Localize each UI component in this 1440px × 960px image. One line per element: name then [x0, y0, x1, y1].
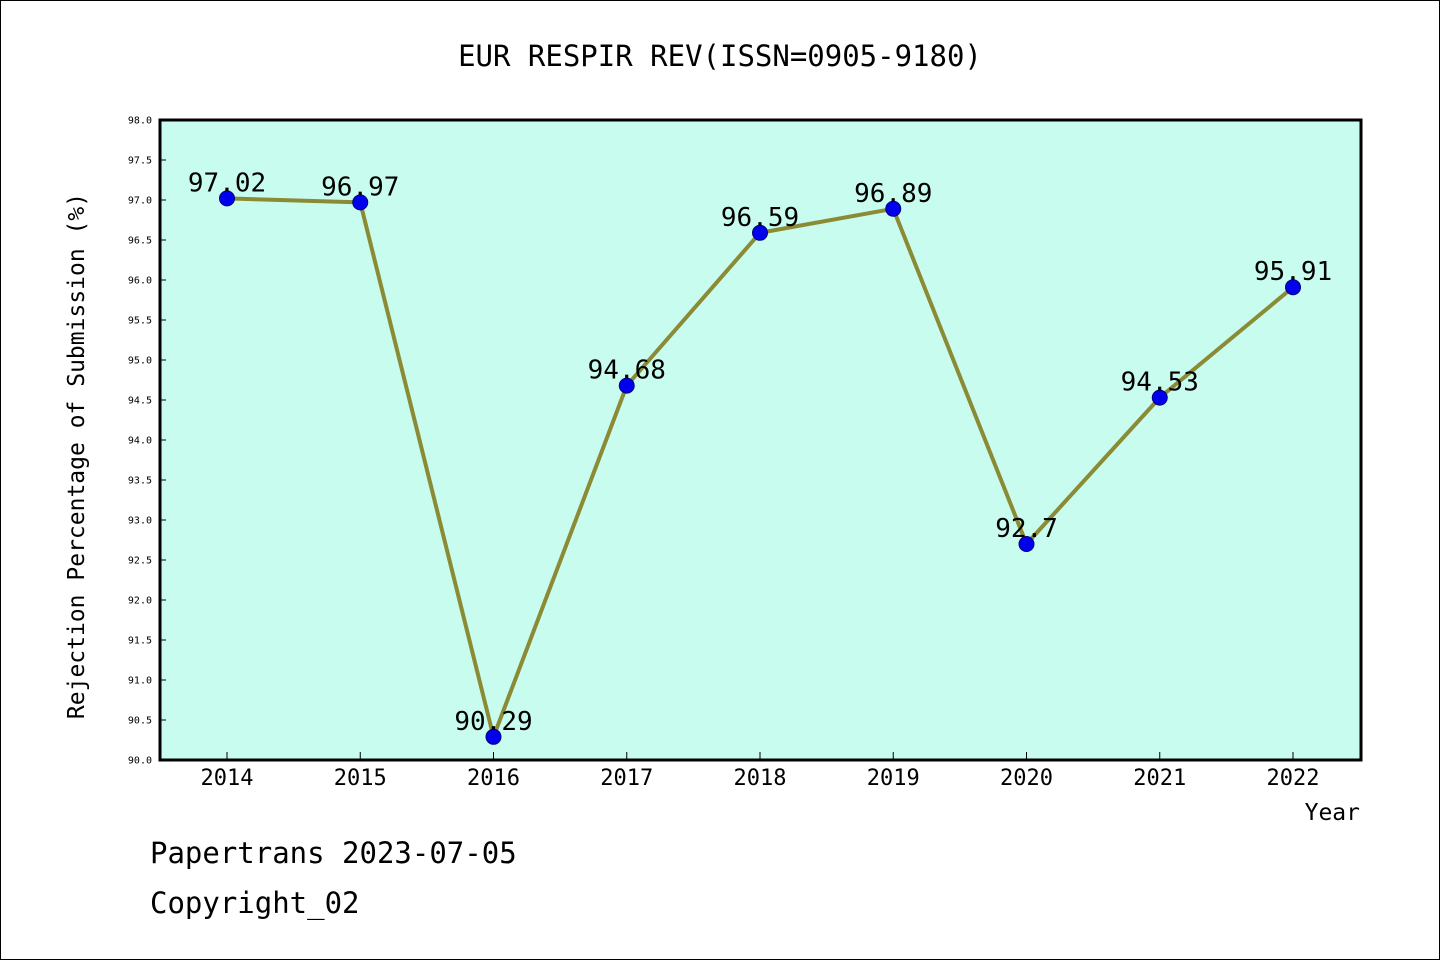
x-tick-label: 2014: [201, 766, 254, 791]
y-tick-label: 92.0: [128, 596, 152, 607]
data-point-marker: [485, 728, 502, 745]
y-tick-label: 91.5: [128, 636, 152, 647]
data-point-marker: [885, 200, 902, 217]
y-tick-label: 97.5: [128, 156, 152, 167]
y-tick-label: 90.5: [128, 716, 152, 727]
y-tick-label: 93.0: [128, 516, 152, 527]
y-tick-label: 95.0: [128, 356, 152, 367]
x-tick-label: 2017: [600, 766, 653, 791]
x-axis: 2014 2015 2016 2017 2018 2019 2020 2021 2022: [201, 752, 1320, 791]
data-label: 90.29: [454, 707, 532, 737]
y-tick-label: 92.5: [128, 556, 152, 567]
y-tick-label: 96.5: [128, 236, 152, 247]
data-point-marker: [1018, 536, 1035, 552]
x-tick-label: 2019: [867, 766, 920, 791]
x-tick-label: 2018: [734, 766, 787, 791]
data-label: 94.53: [1121, 368, 1199, 398]
y-tick-label: 96.0: [128, 276, 152, 287]
data-label: 96.97: [321, 172, 399, 202]
footer-copyright: Copyright_02: [150, 886, 360, 920]
data-label: 97.02: [188, 168, 266, 198]
data-labels: 97.02 96.97 90.29 94.68 96.59 96.89 92.7 94.53 9…: [188, 168, 1332, 736]
y-tick-label: 98.0: [128, 116, 152, 127]
data-label: 96.89: [854, 179, 932, 209]
y-tick-label: 97.0: [128, 196, 152, 207]
x-tick-label: 2015: [334, 766, 387, 791]
data-point-marker: [618, 377, 635, 394]
data-point-marker: [352, 194, 369, 211]
x-tick-label: 2016: [467, 766, 520, 791]
data-point-marker: [752, 224, 768, 241]
y-tick-label: 90.0: [128, 756, 152, 767]
y-tick-label: 91.0: [128, 676, 152, 687]
data-label: 92.7: [995, 514, 1058, 544]
footer-date-stamp: Papertrans 2023-07-05: [150, 836, 517, 870]
data-point-marker: [219, 190, 235, 207]
x-tick-label: 2020: [1000, 766, 1053, 791]
y-tick-label: 94.0: [128, 436, 152, 447]
data-label: 94.68: [588, 356, 666, 386]
x-axis-title: Year: [1305, 800, 1360, 826]
y-tick-label: 95.5: [128, 316, 152, 327]
y-tick-label: 93.5: [128, 476, 152, 487]
y-axis-title: Rejection Percentage of Submission (%): [64, 193, 90, 719]
data-point-marker: [1151, 389, 1168, 406]
x-tick-label: 2022: [1267, 766, 1320, 791]
y-tick-label: 94.5: [128, 396, 152, 407]
data-label: 96.59: [721, 203, 799, 233]
series-rejection-rate: [219, 190, 1301, 745]
chart-title: EUR RESPIR REV(ISSN=0905-9180): [458, 39, 982, 73]
data-label: 95.91: [1254, 257, 1332, 287]
x-tick-label: 2021: [1133, 766, 1186, 791]
y-axis: 90.0 90.5 91.0 91.5 92.0 92.5 93.0 93.5 94.0 94.5…: [128, 116, 166, 767]
data-point-marker: [1285, 279, 1301, 296]
